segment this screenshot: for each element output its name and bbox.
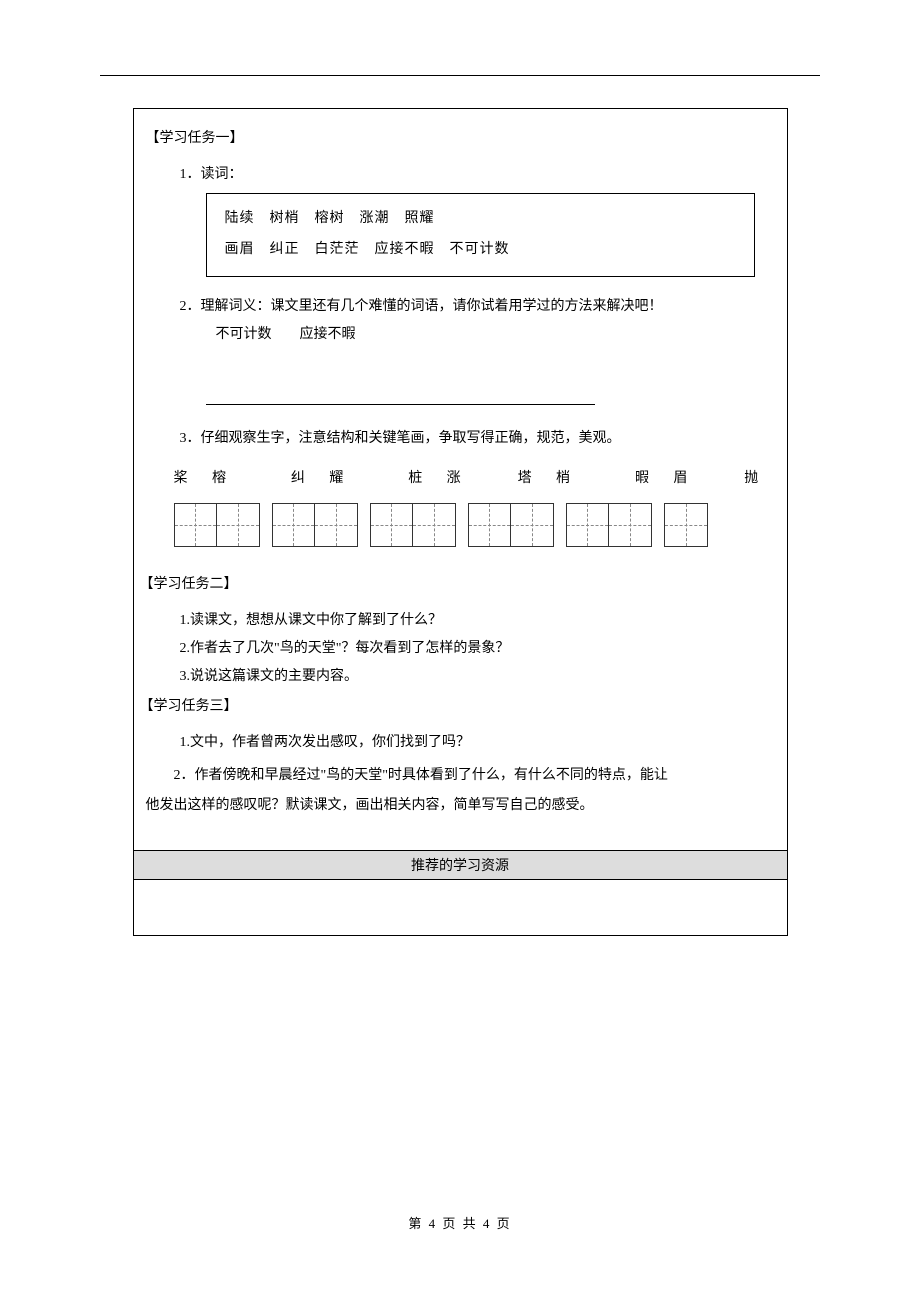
task2-line3: 3.说说这篇课文的主要内容。 (180, 663, 775, 691)
grid-group (468, 503, 554, 547)
worksheet-content: 【学习任务一】 1．读词： 陆续 树梢 榕树 涨潮 照耀 画眉 纠正 白茫茫 应… (134, 109, 787, 832)
writing-grid-row (174, 503, 759, 547)
grid-cell (511, 504, 553, 546)
grid-cell (567, 504, 609, 546)
worksheet-box: 【学习任务一】 1．读词： 陆续 树梢 榕树 涨潮 照耀 画眉 纠正 白茫茫 应… (133, 108, 788, 936)
grid-cell (371, 504, 413, 546)
task1-title: 【学习任务一】 (146, 127, 775, 147)
char-10: 抛 (744, 467, 758, 487)
grid-cell (273, 504, 315, 546)
page-container: 【学习任务一】 1．读词： 陆续 树梢 榕树 涨潮 照耀 画眉 纠正 白茫茫 应… (0, 0, 920, 1302)
grid-cell (217, 504, 259, 546)
grid-group (370, 503, 456, 547)
char-9: 眉 (673, 467, 687, 487)
task3-line2a: 2．作者傍晚和早晨经过"鸟的天堂"时具体看到了什么，有什么不同的特点，能让 (146, 761, 775, 792)
answer-line (206, 385, 595, 405)
top-rule (100, 75, 820, 76)
task1-item1: 1．读词： (180, 161, 775, 189)
character-row: 桨 榕 纠 耀 桩 涨 塔 梢 暇 眉 抛 (174, 467, 759, 487)
char-4: 桩 (408, 467, 422, 487)
grid-cell (469, 504, 511, 546)
task3-line1: 1.文中，作者曾两次发出感叹，你们找到了吗？ (180, 729, 775, 757)
task2-line2: 2.作者去了几次"鸟的天堂"？每次看到了怎样的景象？ (180, 635, 775, 663)
grid-cell (413, 504, 455, 546)
vocab-row2: 画眉 纠正 白茫茫 应接不暇 不可计数 (225, 235, 736, 266)
task3-title: 【学习任务三】 (140, 695, 775, 715)
task2-title: 【学习任务二】 (140, 573, 775, 593)
vocab-row1: 陆续 树梢 榕树 涨潮 照耀 (225, 204, 736, 235)
grid-cell (665, 504, 707, 546)
page-footer: 第 4 页 共 4 页 (0, 1213, 920, 1232)
grid-group (566, 503, 652, 547)
char-8: 暇 (635, 467, 649, 487)
task2-line1: 1.读课文，想想从课文中你了解到了什么？ (180, 607, 775, 635)
grid-group (664, 503, 708, 547)
char-2: 纠 (291, 467, 305, 487)
grid-group (272, 503, 358, 547)
grid-cell (315, 504, 357, 546)
char-7: 梢 (556, 467, 570, 487)
char-5: 涨 (447, 467, 461, 487)
vocab-box: 陆续 树梢 榕树 涨潮 照耀 画眉 纠正 白茫茫 应接不暇 不可计数 (206, 193, 755, 277)
task1-item2-words: 不可计数 应接不暇 (216, 321, 775, 349)
task1-item2: 2．理解词义：课文里还有几个难懂的词语，请你试着用学过的方法来解决吧！ (180, 293, 775, 321)
resource-empty (134, 880, 787, 935)
resource-bar: 推荐的学习资源 (134, 850, 787, 880)
task1-item3: 3．仔细观察生字，注意结构和关键笔画，争取写得正确，规范，美观。 (180, 425, 775, 453)
char-0: 桨 (174, 467, 188, 487)
grid-group (174, 503, 260, 547)
task3-line2b: 他发出这样的感叹呢？默读课文，画出相关内容，简单写写自己的感受。 (146, 791, 775, 822)
char-1: 榕 (212, 467, 226, 487)
grid-cell (175, 504, 217, 546)
grid-cell (609, 504, 651, 546)
char-6: 塔 (518, 467, 532, 487)
char-3: 耀 (329, 467, 343, 487)
